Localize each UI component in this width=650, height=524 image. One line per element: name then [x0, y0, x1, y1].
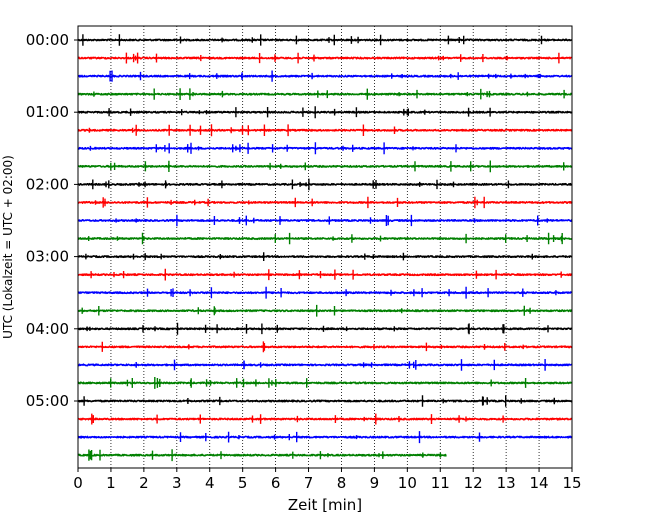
trace-0430 [77, 363, 573, 367]
trace-events-0430 [135, 359, 546, 371]
trace-events-0200 [92, 178, 510, 191]
trace-0500 [77, 399, 573, 403]
trace-0415 [77, 345, 573, 349]
y-tick-label: 03:00 [26, 248, 69, 266]
y-tick-label: 00:00 [26, 31, 69, 49]
trace-0315 [77, 273, 573, 277]
x-tick-label: 11 [431, 474, 450, 492]
x-tick-label: 14 [530, 474, 549, 492]
x-tick-label: 3 [172, 474, 182, 492]
trace-0445 [77, 381, 573, 385]
trace-events-0230 [115, 214, 548, 227]
trace-0245 [77, 237, 573, 241]
trace-0100 [77, 110, 573, 114]
trace-events-0245 [88, 232, 563, 245]
trace-events-0130 [89, 142, 457, 155]
x-tick-label: 15 [562, 474, 581, 492]
trace-events-0415 [101, 341, 524, 353]
trace-0400 [77, 327, 573, 331]
x-tick-label: 9 [370, 474, 380, 492]
x-tick-label: 6 [271, 474, 281, 492]
trace-0115 [77, 128, 573, 132]
trace-0230 [77, 219, 573, 222]
trace-events-0015 [125, 52, 560, 64]
trace-events-0000 [82, 34, 543, 46]
trace-0130 [77, 146, 573, 150]
trace-events-0145 [110, 160, 565, 173]
trace-events-0100 [108, 106, 491, 119]
trace-events-0545 [88, 449, 442, 462]
trace-0015 [77, 56, 573, 60]
y-axis-ticks: 00:00 01:00 02:00 03:00 04:00 05:00 [26, 31, 78, 410]
x-axis-label: Zeit [min] [288, 496, 362, 514]
y-tick-label: 01:00 [26, 103, 69, 121]
seismogram-traces [77, 34, 573, 462]
y-tick-label: 02:00 [26, 175, 69, 193]
trace-0215 [77, 200, 573, 204]
x-tick-label: 8 [337, 474, 347, 492]
trace-events-0445 [110, 377, 527, 389]
plot-frame [77, 25, 573, 469]
x-tick-label: 13 [497, 474, 516, 492]
y-axis-label: UTC (Lokalzeit = UTC + 02:00) [1, 155, 15, 339]
x-tick-label: 0 [73, 474, 83, 492]
x-tick-label: 7 [304, 474, 314, 492]
trace-0300 [77, 255, 573, 259]
trace-0545 [77, 453, 447, 457]
trace-events-0330 [146, 286, 557, 299]
trace-events-0215 [94, 196, 485, 209]
trace-events-0300 [85, 252, 533, 261]
trace-events-0030 [109, 70, 541, 82]
trace-events-0045 [93, 88, 565, 100]
trace-events-0515 [91, 413, 504, 425]
x-tick-label: 1 [106, 474, 116, 492]
x-tick-label: 5 [238, 474, 248, 492]
trace-0000 [77, 38, 573, 42]
x-tick-label: 10 [398, 474, 417, 492]
trace-events-0345 [81, 304, 531, 317]
y-tick-label: 05:00 [26, 392, 69, 410]
trace-0515 [77, 417, 573, 421]
trace-0200 [77, 182, 573, 186]
trace-0145 [77, 164, 573, 168]
trace-0045 [77, 92, 573, 96]
trace-events-0400 [86, 322, 549, 335]
trace-0330 [77, 291, 573, 295]
trace-0030 [77, 74, 573, 78]
x-tick-label: 4 [205, 474, 215, 492]
trace-events-0315 [90, 268, 562, 281]
trace-events-0530 [179, 431, 481, 444]
x-tick-label: 2 [139, 474, 149, 492]
trace-0345 [77, 309, 573, 313]
y-tick-label: 04:00 [26, 320, 69, 338]
trace-events-0115 [88, 124, 396, 137]
trace-events-0500 [83, 395, 555, 407]
x-axis-ticks: 0 1 2 3 4 5 6 7 8 9 10 11 12 13 14 15 [73, 468, 582, 492]
trace-0530 [77, 435, 573, 439]
x-tick-label: 12 [464, 474, 483, 492]
